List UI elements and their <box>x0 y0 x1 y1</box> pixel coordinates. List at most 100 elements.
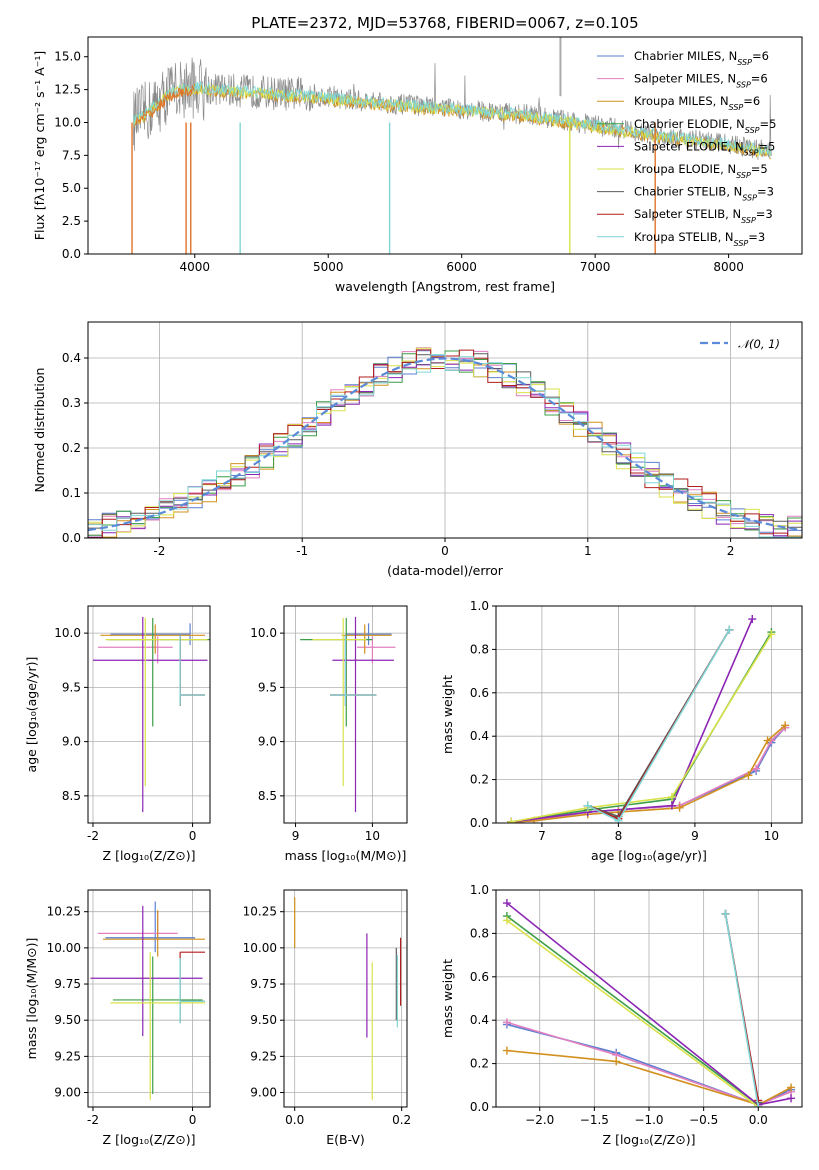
x-tick-label: 2 <box>727 544 735 558</box>
series-marker <box>612 1057 621 1066</box>
y-tick-label: 9.25 <box>250 1049 277 1063</box>
x-tick-label: 10 <box>764 829 779 843</box>
panel-spectrum: 4000 5000 6000 7000 8000 0.0 2.5 5.0 7.5 10.0 12.5… <box>32 14 803 294</box>
legend-label: Kroupa MILES, NSSP=6 <box>634 94 760 112</box>
errorbar-point <box>105 617 208 787</box>
y-tick-label: 0.1 <box>62 486 81 500</box>
legend-label: Salpeter MILES, NSSP=6 <box>634 72 768 90</box>
errorbar-point <box>312 617 367 787</box>
y-tick-label: 0.8 <box>470 926 489 940</box>
errorbar-point <box>102 910 206 957</box>
x-tick-label: −1.0 <box>634 1113 663 1127</box>
y-tick-label: 10.0 <box>54 115 81 129</box>
errorbar-point <box>90 905 203 1037</box>
errorbar-point <box>330 635 377 706</box>
plot-area <box>92 616 210 813</box>
x-tick-label: −1.5 <box>580 1113 609 1127</box>
x-tick-label: 1 <box>584 544 592 558</box>
legend-label: Chabrier STELIB, NSSP=3 <box>634 185 774 203</box>
y-tick-label: 9.0 <box>258 735 277 749</box>
y-tick-label: 7.5 <box>62 148 81 162</box>
errorbar-point <box>332 616 394 813</box>
y-tick-label: 0.0 <box>470 816 489 830</box>
errorbar-point <box>97 911 178 941</box>
series-marker <box>748 615 757 624</box>
y-tick-label: 2.5 <box>62 214 81 228</box>
errorbar-point <box>357 636 396 664</box>
y-tick-label: 9.50 <box>250 1013 277 1027</box>
legend-label: 𝒩(0, 1) <box>738 337 780 351</box>
y-tick-label: 9.5 <box>258 680 277 694</box>
x-axis-label: Z [log₁₀(Z/Z⊙)] <box>103 848 196 863</box>
y-tick-label: 0.6 <box>470 970 489 984</box>
x-tick-label: 10 <box>365 829 380 843</box>
series-marker <box>502 916 511 925</box>
series-line <box>511 631 773 823</box>
series-marker <box>667 792 676 801</box>
y-tick-label: 10.25 <box>47 905 81 919</box>
plot-area <box>294 897 402 1100</box>
series-marker <box>754 1103 763 1107</box>
y-axis-label: age [log₁₀(age/yr)] <box>24 657 39 773</box>
series-marker <box>667 801 676 810</box>
model-spectrum-orange <box>134 84 195 126</box>
series-marker <box>502 1046 511 1055</box>
x-tick-label: 0 <box>189 829 197 843</box>
axes-frame <box>87 36 803 255</box>
x-tick-label: 0 <box>441 544 449 558</box>
errorbar-point <box>92 616 208 813</box>
x-tick-label: 0.2 <box>392 1113 411 1127</box>
panel-age-vs-mass: 9 10 8.5 9.0 9.5 10.0 mass [log₁₀(M/M⊙)] <box>250 605 408 863</box>
y-tick-label: 10.00 <box>243 941 277 955</box>
axes-frame <box>495 605 803 824</box>
y-tick-label: 10.0 <box>54 626 81 640</box>
y-tick-label: 8.5 <box>258 789 277 803</box>
x-tick-label: −2.0 <box>525 1113 554 1127</box>
plot-area <box>507 615 790 823</box>
y-tick-label: 9.75 <box>54 977 81 991</box>
x-axis-label: E(B-V) <box>326 1132 365 1147</box>
x-tick-label: -2 <box>153 544 165 558</box>
y-axis-label: Normed distribution <box>32 368 47 493</box>
x-axis-label: Z [log₁₀(Z/Z⊙)] <box>603 1132 696 1147</box>
y-tick-label: 0.4 <box>62 351 81 365</box>
x-tick-label: 8 <box>615 829 623 843</box>
series-marker <box>507 817 516 823</box>
x-tick-label: 7 <box>538 829 546 843</box>
series-marker <box>675 803 684 812</box>
legend-label: Salpeter ELODIE, NSSP=5 <box>634 139 775 157</box>
y-tick-label: 9.00 <box>250 1086 277 1100</box>
x-tick-label: −0.5 <box>689 1113 718 1127</box>
axes-frame <box>495 889 803 1108</box>
series-marker <box>787 1094 796 1103</box>
y-tick-label: 9.75 <box>250 977 277 991</box>
x-tick-label: 9 <box>292 829 300 843</box>
y-tick-label: 12.5 <box>54 83 81 97</box>
errorbar-point <box>110 952 206 1100</box>
x-tick-label: 0.0 <box>285 1113 304 1127</box>
y-tick-label: 1.0 <box>470 599 489 613</box>
errorbar-point <box>345 623 392 646</box>
y-tick-label: 0.4 <box>470 1013 489 1027</box>
y-tick-label: 8.5 <box>62 789 81 803</box>
series-line <box>506 915 759 1106</box>
x-axis-label: mass [log₁₀(M/M⊙)] <box>285 848 407 863</box>
errorbar-point <box>97 636 173 664</box>
series-line <box>506 919 759 1107</box>
x-axis-label: (data-model)/error <box>387 563 504 578</box>
axes-frame <box>87 889 211 1108</box>
series-marker <box>752 764 761 773</box>
errorbar-point <box>105 901 196 953</box>
y-tick-label: 5.0 <box>62 181 81 195</box>
series-marker <box>583 801 592 810</box>
y-tick-label: 0.2 <box>62 441 81 455</box>
y-tick-label: 0.8 <box>470 642 489 656</box>
x-tick-label: 9 <box>691 829 699 843</box>
x-tick-label: 5000 <box>313 260 344 274</box>
y-tick-label: 9.25 <box>54 1049 81 1063</box>
model-spectrum <box>133 80 772 158</box>
series-marker <box>614 816 623 823</box>
y-tick-label: 0.0 <box>62 531 81 545</box>
y-tick-label: 9.0 <box>62 735 81 749</box>
